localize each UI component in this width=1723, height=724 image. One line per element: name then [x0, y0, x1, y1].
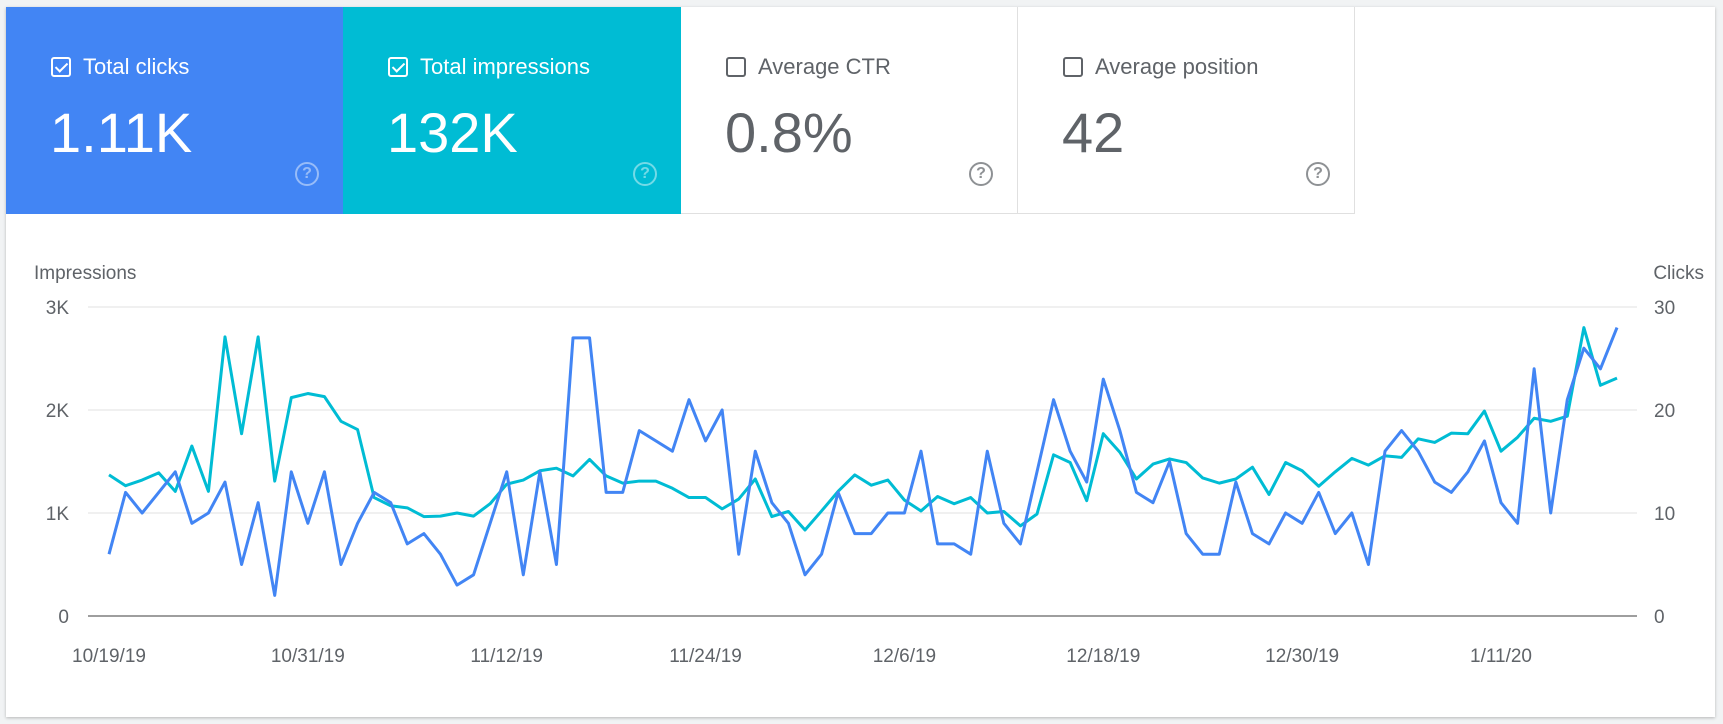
checkbox-unchecked-icon[interactable]: [726, 57, 746, 77]
checkbox-unchecked-icon[interactable]: [1063, 57, 1083, 77]
left-tick-label: 2K: [46, 401, 70, 422]
metric-value: 0.8%: [725, 101, 853, 164]
metric-card-total-impressions[interactable]: Total impressions 132K ?: [343, 7, 681, 214]
help-icon[interactable]: ?: [1306, 162, 1330, 186]
x-tick-label: 11/24/19: [669, 646, 742, 667]
x-tick-label: 12/6/19: [873, 646, 936, 667]
x-tick-label: 10/31/19: [271, 646, 345, 667]
checkbox-checked-icon[interactable]: [388, 57, 408, 77]
metric-label-text: Total clicks: [83, 54, 190, 79]
series-line-clicks: [107, 327, 1619, 597]
metric-label: Total impressions: [388, 54, 590, 80]
right-tick-label: 10: [1654, 504, 1675, 525]
metric-label-text: Total impressions: [420, 54, 590, 79]
help-icon[interactable]: ?: [633, 162, 657, 186]
series-line-impressions: [108, 326, 1618, 532]
x-tick-label: 12/18/19: [1066, 646, 1140, 667]
metric-value: 132K: [387, 101, 518, 164]
metric-label: Average position: [1063, 54, 1259, 80]
metric-label-text: Average position: [1095, 54, 1259, 79]
left-tick-label: 3K: [46, 298, 70, 319]
metric-value: 1.11K: [50, 101, 193, 164]
right-axis-title: Clicks: [1653, 263, 1704, 284]
help-icon[interactable]: ?: [969, 162, 993, 186]
left-axis-title: Impressions: [34, 263, 136, 284]
metric-value: 42: [1062, 101, 1125, 164]
metric-label-text: Average CTR: [758, 54, 891, 79]
left-tick-label: 1K: [46, 504, 70, 525]
right-tick-label: 0: [1654, 607, 1665, 628]
metric-card-total-clicks[interactable]: Total clicks 1.11K ?: [6, 7, 343, 214]
metric-card-average-position[interactable]: Average position 42 ?: [1018, 7, 1355, 214]
performance-chart: Impressions Clicks 0 0 1K 10 2K 20 3K 30 10/19/19 1…: [34, 263, 1704, 667]
x-tick-label: 12/30/19: [1265, 646, 1339, 667]
x-tick-label: 10/19/19: [72, 646, 146, 667]
performance-panel: Total clicks 1.11K ? Total impressions 1…: [6, 7, 1715, 717]
checkbox-checked-icon[interactable]: [51, 57, 71, 77]
left-tick-label: 0: [58, 607, 69, 628]
help-icon[interactable]: ?: [295, 162, 319, 186]
right-tick-label: 30: [1654, 298, 1675, 319]
x-tick-label: 11/12/19: [470, 646, 543, 667]
right-tick-label: 20: [1654, 401, 1675, 422]
x-tick-label: 1/11/20: [1470, 646, 1532, 667]
metric-card-average-ctr[interactable]: Average CTR 0.8% ?: [681, 7, 1018, 214]
metric-label: Total clicks: [51, 54, 189, 80]
metric-label: Average CTR: [726, 54, 891, 80]
